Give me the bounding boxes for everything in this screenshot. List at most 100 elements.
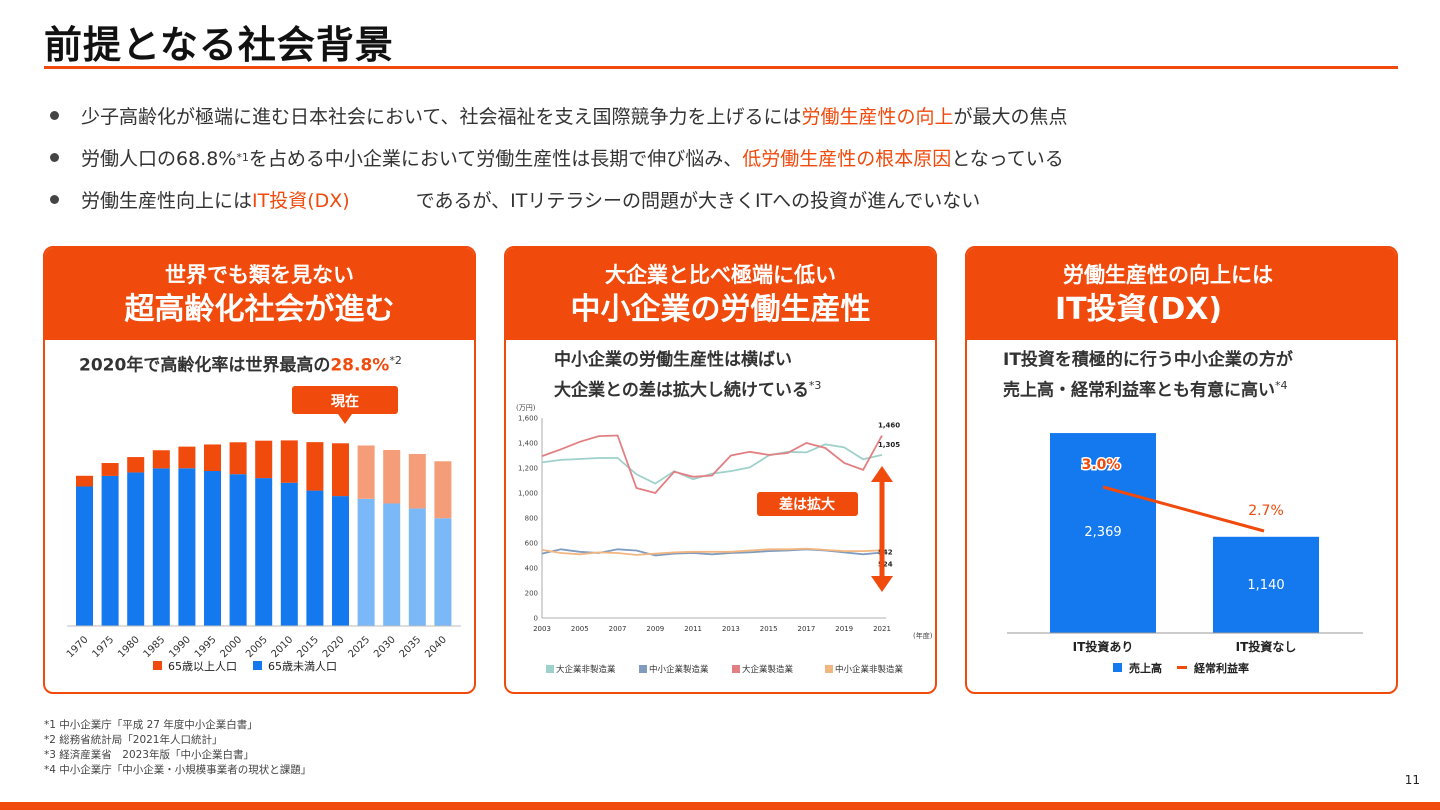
footnotes: *1 中小企業庁「平成 27 年度中小企業白書」 *2 総務省統計局「2021年… [44, 718, 311, 778]
x-tick-label: 2005 [244, 634, 270, 660]
statement-line: IT投資を積極的に行う中小企業の方が [1003, 350, 1293, 370]
x-tick-label: 2035 [398, 634, 424, 660]
bar-over65 [332, 443, 349, 497]
productivity-card: 大企業と比べ極端に低い 中小企業の労働生産性 中小企業の労働生産性は横ばい 大企… [504, 246, 937, 694]
aging-rate: 28.8% [330, 355, 390, 376]
card-header: 大企業と比べ極端に低い 中小企業の労働生産性 [506, 248, 935, 340]
x-tick-label: IT投資あり [1073, 639, 1134, 654]
bar-under65 [76, 486, 93, 626]
card-subtitle: 労働生産性の向上には [1063, 263, 1273, 287]
legend-swatch [732, 665, 740, 673]
footnote-ref: *3 [808, 379, 822, 392]
x-tick-label: 2017 [798, 625, 816, 633]
x-tick-label: 2010 [270, 634, 296, 660]
bar-over65 [383, 449, 401, 504]
it-investment-card: 労働生産性の向上には IT投資(DX) IT投資を積極的に行う中小企業の方が 売… [965, 246, 1398, 694]
callout-label: 差は拡大 [779, 496, 835, 513]
population-chart: 現在 1970 1975 1980 1985 1990 1995 2000 2005 2010 2… [65, 386, 461, 673]
x-tick-label: 2030 [372, 634, 398, 660]
bar-over65 [306, 442, 324, 491]
x-tick-label: 1995 [193, 634, 219, 660]
bar-over65 [204, 444, 221, 471]
x-tick-label: 2020 [321, 634, 347, 660]
y-tick-label: 400 [525, 565, 538, 573]
series-line [541, 547, 883, 556]
bar-under65 [127, 472, 145, 626]
footnote-ref: *4 [1275, 379, 1288, 392]
legend-swatch [546, 665, 554, 673]
footnote-ref: *1 [236, 150, 249, 164]
bullet-item: 少子高齢化が極端に進む日本社会において、社会福祉を支え国際競争力を上げるには 労働… [50, 94, 1410, 136]
bottom-accent-bar [0, 802, 1440, 810]
bar-over65 [76, 475, 93, 487]
bar-over65 [255, 440, 273, 479]
bar-over65 [434, 461, 452, 519]
bullet-item: 労働人口の68.8% *1 を占める中小企業において労働生産性は長期で伸び悩み、 低労… [50, 136, 1410, 178]
bar-over65 [357, 445, 375, 499]
bar-over65 [178, 446, 196, 469]
x-tick-label: 2025 [346, 634, 372, 660]
bar-under65 [383, 503, 401, 626]
statement-line: 売上高・経常利益率とも有意に高い [1003, 380, 1275, 401]
card-subtitle: 大企業と比べ極端に低い [605, 263, 836, 287]
x-tick-label: 2019 [835, 625, 853, 633]
productivity-statement: 中小企業の労働生産性は横ばい 大企業との差は拡大し続けている*3 [554, 348, 821, 404]
x-tick-label: 2013 [722, 625, 740, 633]
x-tick-label: 1970 [65, 634, 91, 660]
legend-label: 65歳以上人口 [168, 660, 237, 673]
series-line [541, 443, 883, 485]
bullet-highlight: 労働生産性の向上 [801, 105, 954, 128]
title-divider [44, 66, 1398, 69]
bar-over65 [229, 442, 247, 475]
bullet-text-mid: を占める中小企業において労働生産性は長期で伸び悩み、 [248, 147, 743, 170]
x-tick-label: IT投資なし [1236, 639, 1297, 654]
bullet-text-end: であるが、ITリテラシーの問題が大きくITへの投資が進んでいない [415, 189, 981, 212]
bullet-text: 労働人口の68.8% [81, 147, 237, 170]
x-unit-label: (年度) [913, 631, 933, 640]
bullet-list: 少子高齢化が極端に進む日本社会において、社会福祉を支え国際競争力を上げるには 労働… [50, 94, 1410, 220]
statement-text: 2020年で高齢化率は世界最高の [79, 355, 331, 376]
x-tick-label: 2015 [760, 625, 778, 633]
bar-under65 [204, 470, 221, 626]
end-value-label: 542 [878, 548, 893, 556]
rate-label: 2.7% [1248, 503, 1284, 519]
legend-label: 中小企業製造業 [649, 664, 709, 675]
end-value-label: 524 [878, 561, 893, 569]
y-tick-label: 800 [525, 515, 538, 523]
x-tick-label: 2011 [684, 625, 702, 633]
x-tick-label: 2040 [423, 634, 449, 660]
page-number: 11 [1404, 773, 1420, 787]
end-value-label: 1,460 [878, 422, 900, 430]
legend-label: 経常利益率 [1194, 661, 1249, 675]
x-tick-label: 2009 [646, 625, 664, 633]
bar-under65 [332, 496, 349, 626]
legend-swatch [153, 661, 162, 670]
bar-under65 [152, 468, 170, 626]
now-callout: 現在 [292, 386, 398, 424]
bullet-text: 労働生産性向上には [81, 189, 253, 212]
footnote: *2 総務省統計局「2021年人口統計」 [44, 734, 223, 746]
bullet-dot-icon [50, 110, 59, 120]
card-header: 世界でも類を見ない 超高齢化社会が進む [45, 248, 474, 340]
bullet-text-end: が最大の焦点 [953, 105, 1068, 128]
card-header: 労働生産性の向上には IT投資(DX) [967, 248, 1396, 340]
end-value-label: 1,305 [878, 441, 900, 449]
y-tick-label: 0 [534, 615, 538, 623]
y-tick-label: 200 [525, 590, 538, 598]
bar-sales [1050, 433, 1156, 633]
x-tick-label: 2021 [873, 625, 891, 633]
y-tick-label: 1,000 [518, 490, 538, 498]
legend-swatch [253, 661, 262, 670]
legend-label: 中小企業非製造業 [835, 664, 904, 675]
productivity-chart: (万円) 0 200 400 600 800 1,000 1,200 1,400 1,600 1… [516, 404, 933, 675]
x-tick-label: 2000 [218, 634, 244, 660]
bar-under65 [229, 474, 247, 626]
bar-under65 [178, 468, 196, 626]
slide-title: 前提となる社会背景 [44, 23, 394, 67]
legend-label: 売上高 [1129, 661, 1162, 675]
x-tick-label: 2003 [533, 625, 551, 633]
bullet-text: 少子高齢化が極端に進む日本社会において、社会福祉を支え国際競争力を上げるには [81, 105, 802, 128]
card-title: IT投資(DX) [1055, 292, 1223, 327]
card-title: 超高齢化社会が進む [124, 292, 395, 327]
x-tick-label: 1985 [142, 634, 168, 660]
